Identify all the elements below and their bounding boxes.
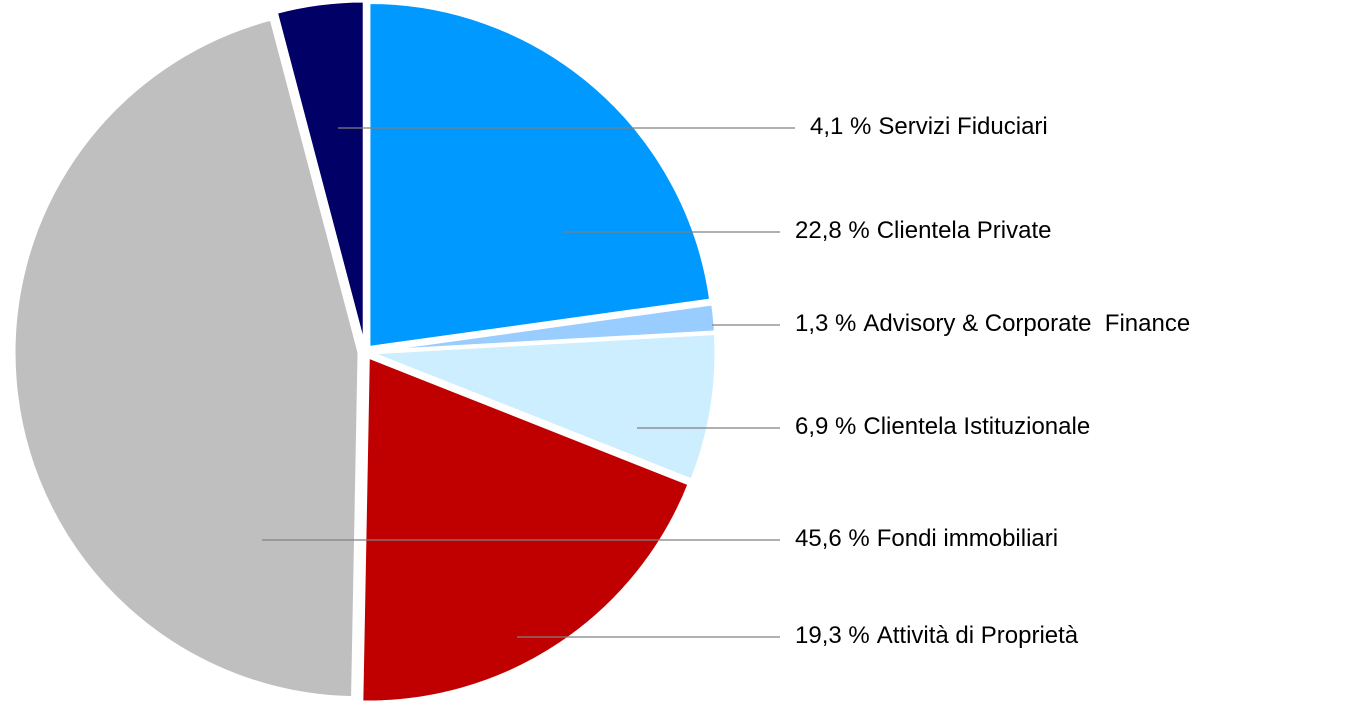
category-label: Attività di Proprietà [877, 622, 1079, 649]
category-label: Fondi immobiliari [877, 525, 1058, 552]
value-label: 4,1 % [810, 113, 871, 140]
slice-label: 22,8 % Clientela Private [795, 217, 1051, 244]
slice-label: 1,3 % Advisory & Corporate Finance [795, 310, 1190, 337]
slice-label: 45,6 % Fondi immobiliari [795, 525, 1058, 552]
pie-slice [12, 17, 361, 700]
value-label: 22,8 % [795, 217, 870, 244]
slice-label: 4,1 % Servizi Fiduciari [810, 113, 1048, 140]
category-label: Servizi Fiduciari [878, 113, 1047, 140]
category-label: Clientela Istituzionale [863, 413, 1090, 440]
value-label: 19,3 % [795, 622, 870, 649]
slice-label: 19,3 % Attività di Proprietà [795, 622, 1079, 649]
category-label: Clientela Private [877, 217, 1052, 244]
slice-label: 6,9 % Clientela Istituzionale [795, 413, 1090, 440]
pie-slice [367, 0, 713, 350]
value-label: 1,3 % [795, 310, 856, 337]
pie-slice [370, 331, 718, 482]
pie-slice [370, 302, 718, 353]
pie-slice [274, 0, 366, 347]
pie-slice [360, 354, 692, 704]
category-label: Advisory & Corporate Finance [863, 310, 1190, 337]
value-label: 45,6 % [795, 525, 870, 552]
value-label: 6,9 % [795, 413, 856, 440]
